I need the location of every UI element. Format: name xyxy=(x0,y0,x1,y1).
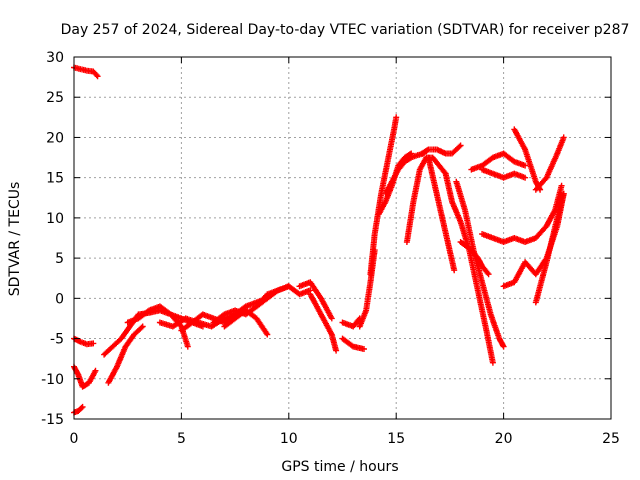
data-series-trace-12 xyxy=(253,283,314,310)
x-tick-label: 5 xyxy=(177,431,186,447)
y-axis-label: SDTVAR / TECUs xyxy=(7,182,23,297)
data-series-trace-26 xyxy=(457,239,492,278)
data-series-trace-13 xyxy=(296,279,335,322)
y-tick-label: -10 xyxy=(41,372,64,388)
y-tick-label: 20 xyxy=(46,130,64,146)
y-tick-label: 15 xyxy=(46,171,64,187)
data-series-trace-22 xyxy=(419,142,464,157)
axis-ticks: 0 5 10 15 20 25 -15 -10 -5 0 5 10 15 20 25 30 xyxy=(41,50,620,447)
data-series-trace-21 xyxy=(403,154,449,245)
grid-lines xyxy=(74,57,611,419)
data-series-trace-32 xyxy=(532,134,567,193)
data-series-trace-23 xyxy=(425,154,458,274)
data-series-trace-31 xyxy=(511,126,544,193)
data-series-trace-18 xyxy=(367,114,400,278)
chart-title: Day 257 of 2024, Sidereal Day-to-day VTE… xyxy=(61,22,630,38)
data-series-trace-15 xyxy=(339,335,367,352)
data-series-trace-28 xyxy=(479,166,529,181)
data-series-trace-16 xyxy=(339,315,363,330)
x-tick-label: 15 xyxy=(387,431,405,447)
y-tick-label: 25 xyxy=(46,90,64,106)
y-tick-label: 0 xyxy=(55,291,64,307)
data-series-trace-02 xyxy=(71,335,97,348)
data-series-trace-33 xyxy=(532,190,567,306)
plot-frame xyxy=(73,56,612,420)
data-series-trace-03 xyxy=(71,363,99,390)
data-series-trace-27 xyxy=(468,150,529,173)
y-tick-label: 10 xyxy=(46,211,64,227)
data-series-trace-04 xyxy=(71,403,86,416)
data-series-trace-20 xyxy=(382,150,428,197)
data-series-trace-01 xyxy=(71,64,101,80)
y-tick-label: 5 xyxy=(55,251,64,267)
data-series-trace-29 xyxy=(479,182,565,245)
x-tick-label: 10 xyxy=(280,431,298,447)
y-tick-label: -15 xyxy=(41,412,64,428)
x-tick-label: 0 xyxy=(70,431,79,447)
data-marks xyxy=(71,64,567,416)
x-tick-label: 20 xyxy=(495,431,513,447)
data-series-trace-24 xyxy=(442,170,496,366)
x-tick-label: 25 xyxy=(602,431,620,447)
data-series-trace-11 xyxy=(221,307,271,338)
y-tick-label: 30 xyxy=(46,50,64,66)
x-axis-label: GPS time / hours xyxy=(281,459,398,475)
data-series-trace-14 xyxy=(307,291,340,354)
y-tick-label: -5 xyxy=(50,332,64,348)
data-series-trace-05 xyxy=(105,323,146,386)
